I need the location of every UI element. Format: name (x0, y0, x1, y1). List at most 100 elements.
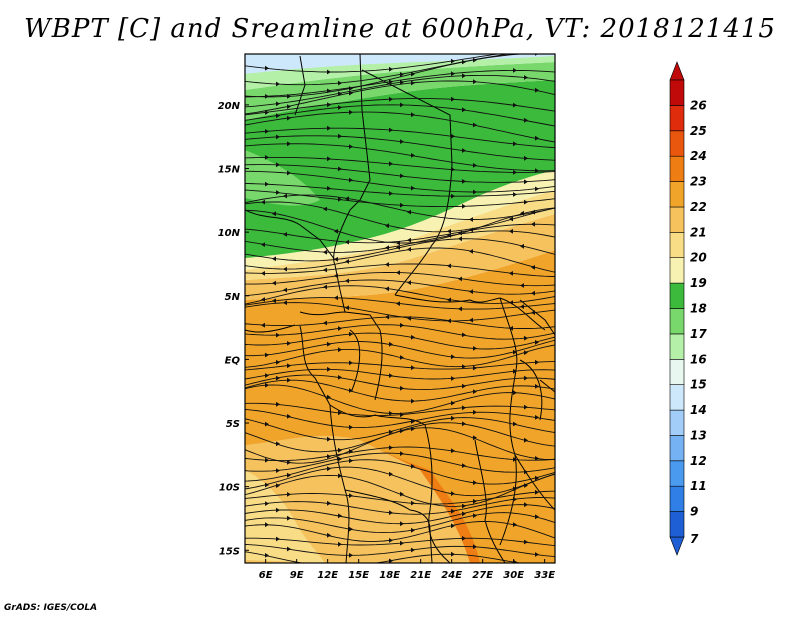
streamline-arrow (473, 57, 477, 63)
streamline-arrow (265, 155, 269, 160)
streamline-arrow (385, 245, 389, 251)
colorbar-swatch (669, 181, 685, 208)
streamline-arrow (411, 426, 415, 432)
streamline-arrow (283, 300, 287, 306)
streamline-arrow (411, 153, 415, 158)
streamline-arrow (385, 262, 389, 267)
streamline-arrow (524, 179, 528, 185)
streamline-arrow (334, 256, 338, 262)
streamline-arrow (389, 471, 393, 477)
colorbar-label: 13 (690, 428, 707, 442)
colorbar: 7 9 11 12 13 14 15 16 17 18 19 20 21 22 23 24 25 26 (669, 61, 707, 556)
streamline (245, 143, 555, 172)
streamline-arrow (261, 199, 265, 205)
streamline-arrow (327, 394, 331, 400)
streamline-arrow (462, 383, 466, 389)
streamline-arrow (385, 314, 389, 320)
streamline-arrow (451, 193, 455, 199)
streamline-arrow (265, 373, 269, 378)
streamline-arrow (513, 421, 517, 427)
colorbar-swatch (669, 460, 685, 487)
streamline-arrow (265, 65, 269, 71)
streamline-arrow (389, 538, 393, 543)
streamline-arrow (473, 480, 477, 486)
country-border (394, 294, 501, 303)
streamline-arrow (535, 552, 539, 557)
streamline-arrow (327, 466, 331, 472)
colorbar-label: 24 (690, 149, 707, 163)
streamline-arrow (462, 364, 466, 369)
streamline-arrow (265, 94, 269, 99)
colorbar-swatch (669, 409, 685, 436)
streamline-arrow (400, 491, 404, 497)
country-border (519, 299, 555, 336)
colorbar-label: 20 (690, 251, 707, 265)
country-border (361, 69, 453, 166)
streamline (245, 263, 555, 278)
streamline-arrow (389, 510, 393, 516)
streamline-arrow (287, 472, 291, 478)
streamline-arrow (283, 232, 287, 237)
streamline (245, 285, 555, 305)
colorbar-min-arrow (669, 536, 685, 556)
streamline-arrow (411, 419, 415, 424)
streamline-arrow (524, 502, 528, 508)
streamline-arrow (411, 112, 415, 118)
streamline-arrow (261, 322, 265, 328)
colorbar-swatch (669, 105, 685, 132)
streamline-arrow (451, 96, 455, 102)
streamline-arrow (513, 497, 517, 502)
wbpt-band (245, 54, 555, 90)
streamline-arrow (447, 318, 451, 324)
colorbar-label: 11 (690, 479, 707, 493)
streamline-arrow (276, 162, 280, 168)
streamline-arrow (338, 541, 342, 547)
streamline-arrow (265, 421, 269, 427)
streamline (245, 54, 531, 98)
plot-frame (244, 53, 556, 564)
streamline-arrow (400, 139, 404, 144)
streamline-arrow (272, 211, 276, 217)
lon-tick-label: 24E (441, 570, 462, 581)
streamline-arrow (345, 305, 349, 311)
streamline (245, 361, 555, 371)
streamline-arrow (473, 122, 477, 128)
country-border (349, 54, 371, 211)
streamline-arrow (389, 191, 393, 196)
wbpt-band (245, 80, 555, 258)
streamline-arrow (327, 366, 331, 372)
streamline-arrow (411, 185, 415, 191)
streamline-arrow (265, 181, 269, 187)
colorbar-label: 9 (690, 505, 698, 519)
streamline (245, 409, 555, 429)
streamline-arrow (327, 125, 331, 131)
streamline-arrow (287, 377, 291, 383)
streamline-arrow (473, 189, 477, 195)
streamline-arrow (531, 265, 535, 270)
country-border (329, 404, 426, 426)
streamline-arrow (535, 456, 539, 461)
streamline (245, 247, 555, 273)
country-border (374, 329, 383, 401)
streamline-arrow (535, 489, 539, 495)
streamline-arrow (513, 68, 517, 73)
streamline-arrow (462, 536, 466, 541)
streamline-arrow (389, 411, 393, 416)
streamline (245, 427, 555, 464)
streamline-arrow (473, 163, 477, 168)
streamline-arrow (338, 80, 342, 86)
streamline-arrow (411, 527, 415, 533)
country-border (499, 297, 518, 546)
streamline-arrow (535, 135, 539, 141)
streamline (245, 551, 523, 563)
streamline-arrow (338, 375, 342, 380)
streamline-arrow (276, 81, 280, 87)
colorbar-swatch (669, 384, 685, 411)
streamline-arrow (389, 373, 393, 378)
streamline-arrow (473, 79, 477, 85)
streamline-arrow (535, 186, 539, 192)
colorbar-swatch (669, 206, 685, 233)
streamline-arrow (327, 436, 331, 442)
streamline-arrow (389, 341, 393, 347)
streamline-arrow (407, 237, 411, 243)
